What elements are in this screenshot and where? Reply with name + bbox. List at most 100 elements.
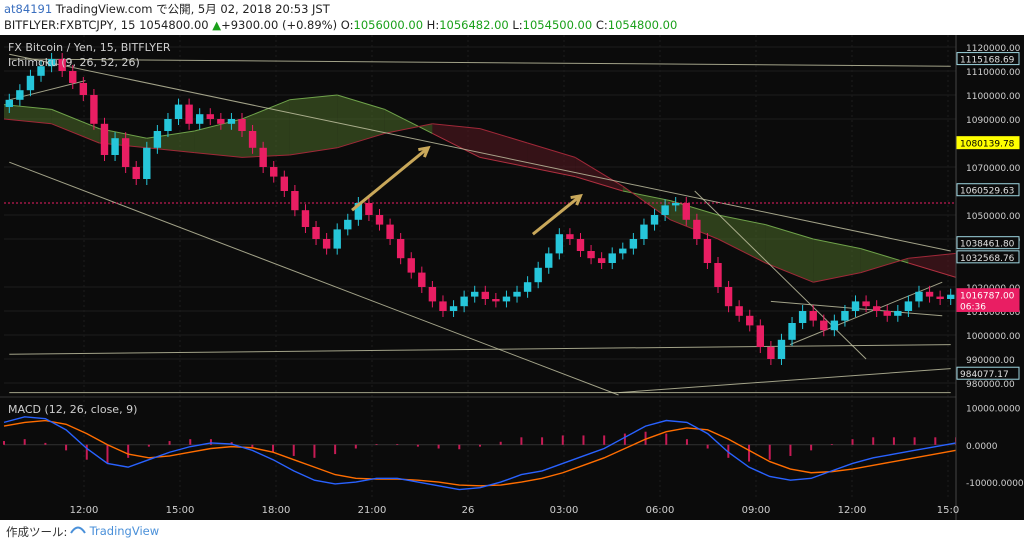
- candle-body: [851, 301, 860, 311]
- candle-body: [724, 287, 733, 307]
- senkou-a-line: [622, 190, 671, 202]
- senkou-a-line: [527, 166, 576, 178]
- chart-title: FX Bitcoin / Yen, 15, BITFLYER: [8, 41, 171, 54]
- senkou-a-line: [765, 224, 814, 240]
- candle-body: [703, 239, 712, 263]
- candle-body: [883, 311, 891, 316]
- candle-body: [259, 147, 267, 167]
- price-tick-label: 1100000.00: [966, 92, 1021, 102]
- candle-body: [100, 123, 109, 155]
- candle-body: [280, 176, 289, 191]
- candle-body: [936, 296, 944, 299]
- candle-body: [555, 234, 564, 254]
- high-value: 1056482.00: [439, 18, 509, 32]
- signal-line: [3, 419, 957, 487]
- time-tick-label: 09:00: [742, 505, 771, 516]
- trendline: [9, 161, 619, 396]
- price-tick-label: 1000000.00: [966, 332, 1021, 342]
- tradingview-logo[interactable]: TradingView: [70, 524, 159, 538]
- candle-body: [872, 306, 881, 311]
- trendlines: [4, 53, 956, 396]
- candle-body: [396, 239, 405, 259]
- price-label-box: [956, 52, 1020, 66]
- candle-body: [47, 59, 56, 67]
- symbol-label: BITFLYER:FXBTCJPY, 15: [4, 18, 136, 32]
- candle-body: [788, 323, 796, 340]
- time-tick-label: 26: [462, 505, 475, 516]
- candle-body: [185, 104, 193, 124]
- price-tick-label: 1120000.00: [966, 44, 1021, 54]
- candle-body: [693, 219, 701, 239]
- senkou-b-line: [146, 147, 195, 154]
- senkou-a-line: [717, 214, 766, 226]
- cloud-segment: [765, 224, 814, 283]
- candle-body: [777, 339, 786, 359]
- trendline: [9, 58, 951, 67]
- candle-body: [471, 291, 479, 297]
- candle-body: [439, 301, 447, 311]
- candle-body: [492, 299, 500, 302]
- candle-body: [534, 267, 542, 283]
- close-value: 1054800.00: [607, 18, 678, 32]
- candle-body: [830, 320, 839, 331]
- senkou-a-line: [575, 176, 623, 192]
- price-label-box: [956, 366, 1020, 380]
- arrow-head-icon: [570, 193, 583, 206]
- candle-body: [746, 315, 754, 326]
- cloud-segment: [432, 123, 480, 158]
- candle-body: [143, 147, 151, 179]
- candle-body: [449, 306, 458, 311]
- price-label: 1115168.69: [960, 56, 1015, 66]
- cloud-segment: [4, 104, 52, 124]
- candle-body: [375, 215, 384, 225]
- ichimoku-legend: Ichimoku (9, 26, 52, 26): [8, 56, 140, 69]
- candle-body: [894, 311, 902, 316]
- candle-body: [481, 291, 489, 299]
- chart-header: at84191 TradingView.com で公開, 5月 02, 2018…: [0, 0, 1024, 34]
- candle-body: [301, 210, 310, 227]
- candle-body: [121, 138, 130, 167]
- senkou-a-line: [813, 238, 861, 250]
- candle-body: [365, 203, 373, 215]
- username-link[interactable]: at84191: [4, 2, 53, 16]
- candle-body: [344, 219, 352, 230]
- senkou-b-line: [717, 238, 766, 264]
- price-label: 984077.17: [960, 370, 1009, 380]
- candle-body: [354, 203, 363, 220]
- price-tick-label: 980000.00: [966, 380, 1015, 390]
- price-label: 1038461.80: [960, 240, 1015, 250]
- cloud-segment: [860, 248, 909, 273]
- senkou-b-line: [574, 156, 624, 187]
- price-label-box: [956, 236, 1020, 250]
- candle-body: [682, 203, 690, 220]
- chart-area[interactable]: 1120000.00 1110000.00 1100000.00 1090000.00…: [0, 35, 1024, 520]
- cloud-segment: [480, 128, 528, 167]
- candle-body: [671, 203, 680, 206]
- candle-body: [820, 320, 828, 331]
- candle-body: [206, 114, 214, 119]
- candle-body: [16, 90, 24, 100]
- time-tick-label: 15:0: [937, 505, 959, 516]
- senkou-a-line: [337, 94, 385, 110]
- price-tick-label: 1090000.00: [966, 116, 1021, 126]
- close-label: C:: [595, 18, 608, 32]
- candle-body: [90, 95, 98, 124]
- senkou-b-line: [337, 132, 385, 149]
- price-axis-bg: [956, 35, 1024, 520]
- price-label: 1080139.78: [960, 140, 1015, 150]
- time-axis[interactable]: 12:00 15:00 18:00 21:00 26 03:00 06:00 09:00 12:…: [70, 505, 960, 516]
- macd-line: [3, 416, 957, 491]
- time-tick-label: 12:00: [70, 505, 99, 516]
- trendline: [9, 344, 951, 355]
- chart-canvas[interactable]: 1120000.00 1110000.00 1100000.00 1090000.00…: [0, 35, 1024, 520]
- senkou-b-line: [860, 257, 909, 274]
- senkou-b-line: [908, 252, 957, 259]
- senkou-b-line: [51, 123, 100, 144]
- open-label: O:: [340, 18, 354, 32]
- macd-tick-label: 10000.0000: [966, 404, 1021, 414]
- ichimoku-cloud: [3, 94, 957, 283]
- candle-body: [460, 296, 468, 307]
- annotation-arrows: [351, 145, 583, 236]
- trend-arrow: [351, 146, 430, 212]
- price-axis[interactable]: 1120000.00 1110000.00 1100000.00 1090000.00…: [955, 35, 1024, 520]
